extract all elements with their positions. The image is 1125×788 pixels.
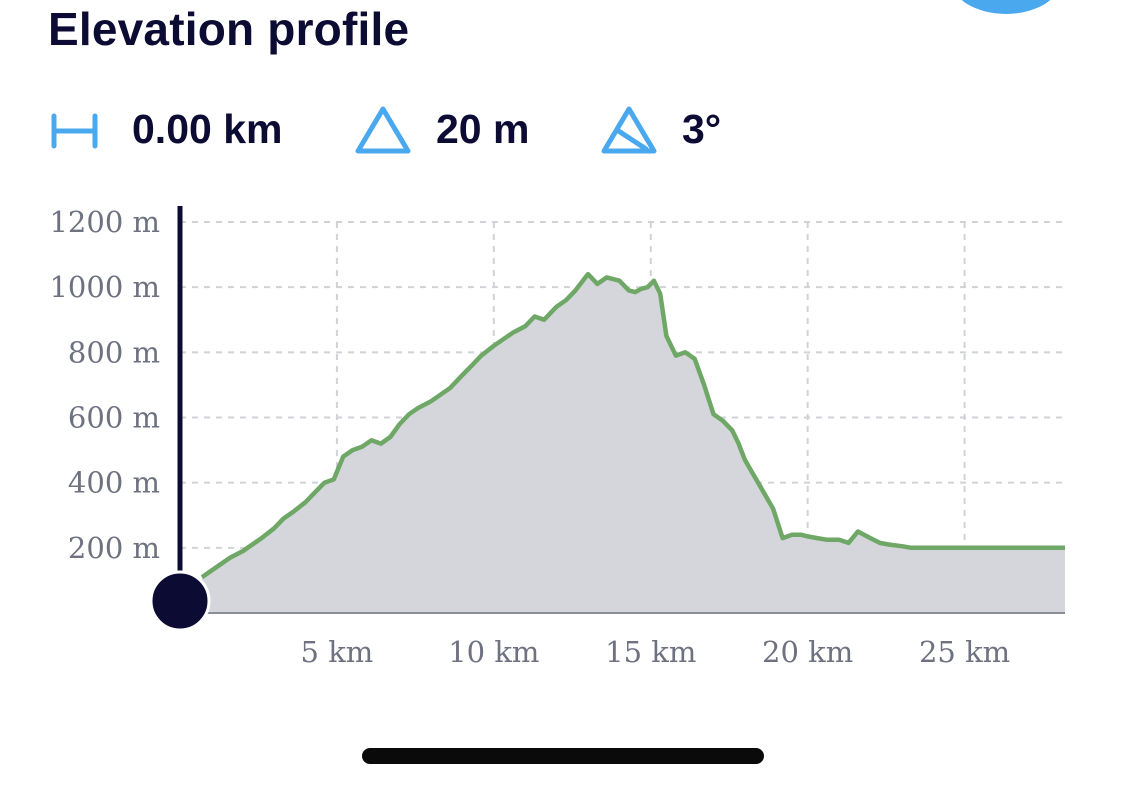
- slope-triangle-icon: [601, 106, 657, 154]
- x-tick-label: 5 km: [301, 635, 374, 669]
- y-tick-label: 400 m: [68, 466, 160, 500]
- x-tick-label: 25 km: [919, 635, 1010, 669]
- elevation-area: [202, 274, 1065, 613]
- slope-value: 3°: [682, 106, 722, 152]
- position-cursor-handle[interactable]: [149, 570, 211, 632]
- y-tick-label: 600 m: [68, 401, 160, 435]
- x-axis-ticks: 5 km 10 km 15 km 20 km 25 km: [301, 635, 1011, 669]
- x-tick-label: 10 km: [448, 635, 539, 669]
- y-tick-label: 1200 m: [49, 205, 160, 239]
- y-tick-label: 200 m: [68, 531, 160, 565]
- x-tick-label: 15 km: [605, 635, 696, 669]
- home-indicator[interactable]: [362, 748, 764, 764]
- distance-value: 0.00 km: [132, 106, 283, 152]
- y-tick-label: 1000 m: [49, 270, 160, 304]
- elevation-line: [200, 271, 1065, 580]
- elevation-triangle-icon: [355, 106, 411, 154]
- y-axis-ticks: 200 m 400 m 600 m 800 m 1000 m 1200 m: [49, 205, 160, 565]
- y-tick-label: 800 m: [68, 335, 160, 369]
- elevation-value: 20 m: [436, 106, 530, 152]
- distance-icon: [51, 113, 98, 149]
- elevation-chart[interactable]: 200 m 400 m 600 m 800 m 1000 m 1200 m 5 km 10 …: [0, 0, 1125, 720]
- x-tick-label: 20 km: [762, 635, 853, 669]
- page-title: Elevation profile: [48, 3, 410, 55]
